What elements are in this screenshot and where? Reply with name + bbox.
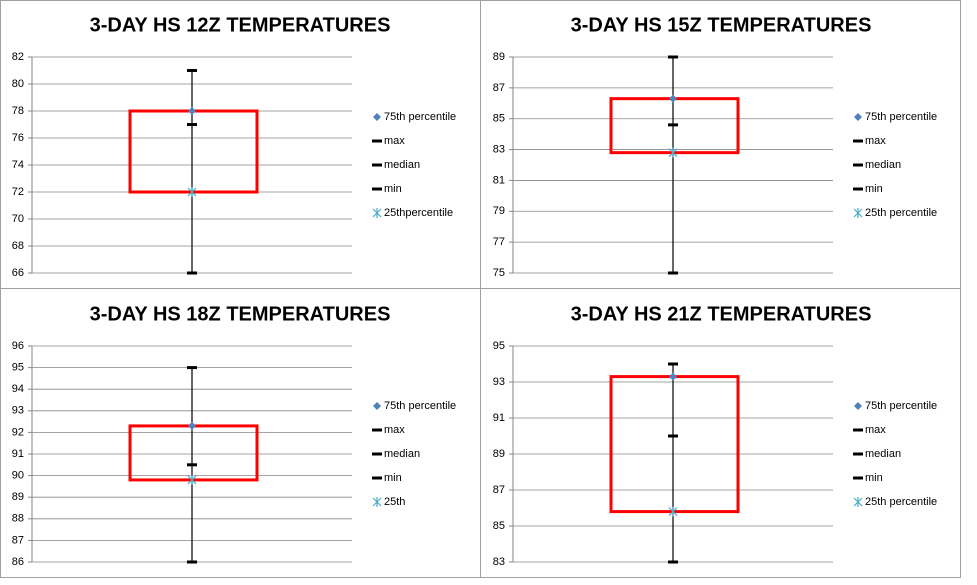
legend-marker (853, 208, 863, 218)
legend-label: median (865, 448, 901, 460)
y-tick-label: 81 (493, 174, 505, 186)
legend-marker (854, 402, 862, 410)
y-tick-label: 75 (493, 267, 505, 279)
point (669, 94, 677, 103)
y-tick-label: 87 (493, 82, 505, 94)
point (669, 372, 677, 381)
y-tick-label: 78 (12, 105, 24, 117)
y-tick-label: 74 (12, 159, 24, 171)
legend-label: median (384, 448, 420, 460)
y-tick-label: 87 (493, 484, 505, 496)
y-tick-label: 95 (493, 340, 505, 352)
y-tick-label: 96 (12, 340, 24, 352)
legend-label: max (384, 135, 405, 147)
y-tick-label: 83 (493, 556, 505, 568)
y-tick-label: 85 (493, 520, 505, 532)
y-tick-label: 87 (12, 534, 24, 546)
point (187, 187, 197, 197)
legend-label: 75th percentile (384, 111, 456, 123)
y-tick-label: 94 (12, 383, 24, 395)
legend-marker (854, 113, 862, 121)
y-tick-label: 92 (12, 426, 24, 438)
legend-marker (853, 497, 863, 507)
legend-marker (372, 497, 382, 507)
y-tick-label: 77 (493, 236, 505, 248)
legend-label: 25th (384, 496, 405, 508)
y-tick-label: 83 (493, 143, 505, 155)
legend-label: min (384, 183, 402, 195)
legend-label: 25thpercentile (384, 207, 453, 219)
y-tick-label: 76 (12, 132, 24, 144)
y-tick-label: 89 (12, 491, 24, 503)
legend-label: 75th percentile (384, 400, 456, 412)
y-tick-label: 80 (12, 78, 24, 90)
legend-label: min (384, 472, 402, 484)
y-tick-label: 86 (12, 556, 24, 568)
legend-marker (373, 402, 381, 410)
legend-label: min (865, 183, 883, 195)
point (188, 107, 196, 115)
chart-title: 3-DAY HS 12Z TEMPERATURES (90, 14, 391, 36)
y-tick-label: 89 (493, 448, 505, 460)
legend-label: min (865, 472, 883, 484)
y-tick-label: 95 (12, 362, 24, 374)
legend-marker (372, 208, 382, 218)
legend-label: max (865, 424, 886, 436)
y-tick-label: 85 (493, 113, 505, 125)
y-tick-label: 88 (12, 513, 24, 525)
y-tick-label: 93 (493, 376, 505, 388)
y-tick-label: 90 (12, 470, 24, 482)
y-tick-label: 82 (12, 51, 24, 63)
legend-label: 25th percentile (865, 496, 937, 508)
chart-title: 3-DAY HS 18Z TEMPERATURES (90, 303, 391, 325)
box (609, 375, 740, 514)
box (128, 424, 259, 482)
y-tick-label: 89 (493, 51, 505, 63)
y-tick-label: 66 (12, 267, 24, 279)
legend-label: max (865, 135, 886, 147)
y-tick-label: 68 (12, 240, 24, 252)
legend-label: max (384, 424, 405, 436)
chart-title: 3-DAY HS 15Z TEMPERATURES (571, 14, 872, 36)
y-tick-label: 93 (12, 405, 24, 417)
point (668, 506, 678, 517)
y-tick-label: 91 (493, 412, 505, 424)
y-tick-label: 79 (493, 205, 505, 217)
legend-label: 75th percentile (865, 111, 937, 123)
legend-marker (373, 113, 381, 121)
point (188, 421, 196, 430)
legend-label: 75th percentile (865, 400, 937, 412)
y-tick-label: 72 (12, 186, 24, 198)
point (668, 147, 678, 158)
y-tick-label: 70 (12, 213, 24, 225)
legend-label: 25th percentile (865, 207, 937, 219)
legend-label: median (865, 159, 901, 171)
chart-title: 3-DAY HS 21Z TEMPERATURES (571, 303, 872, 325)
legend-label: median (384, 159, 420, 171)
point (187, 474, 197, 485)
y-tick-label: 91 (12, 448, 24, 460)
